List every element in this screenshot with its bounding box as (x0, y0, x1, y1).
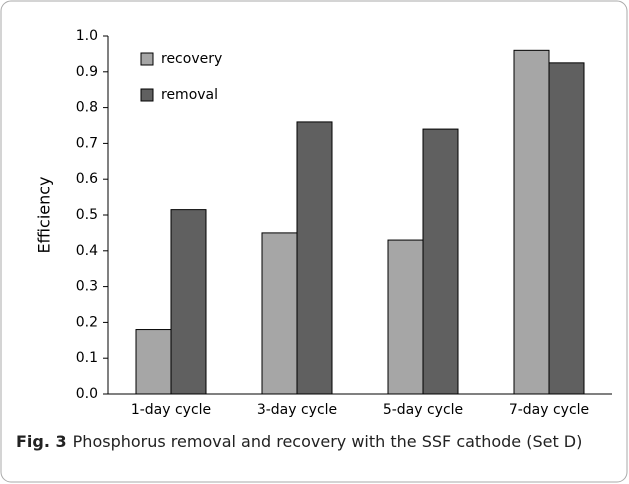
y-axis-label: Efficiency (35, 176, 54, 253)
y-tick-label: 0.8 (76, 100, 98, 116)
y-tick-label: 0.1 (76, 350, 98, 366)
y-tick-label: 0.0 (76, 386, 98, 402)
x-tick-label: 3-day cycle (257, 402, 337, 418)
y-tick-label: 0.6 (76, 171, 98, 187)
bar (422, 128, 459, 395)
caption-text: Phosphorus removal and recovery with the… (72, 432, 583, 451)
legend-label: removal (161, 87, 218, 103)
y-tick-label: 0.9 (76, 64, 98, 80)
x-tick-label: 5-day cycle (383, 402, 463, 418)
x-tick-label: 7-day cycle (509, 402, 589, 418)
y-tick-label: 0.7 (76, 135, 98, 151)
legend-swatch (140, 52, 154, 66)
x-tick-label: 1-day cycle (131, 402, 211, 418)
bar (387, 239, 424, 395)
y-tick-label: 0.4 (76, 243, 98, 259)
y-tick-label: 0.2 (76, 314, 98, 330)
bar (170, 209, 207, 395)
y-tick-label: 0.5 (76, 207, 98, 223)
bar (261, 232, 298, 395)
caption-label: Fig. 3 (16, 432, 67, 451)
y-tick-label: 1.0 (76, 28, 98, 44)
bar (296, 121, 333, 395)
bar (548, 62, 585, 395)
caption: Fig. 3 Phosphorus removal and recovery wi… (16, 430, 616, 453)
y-tick-label: 0.3 (76, 279, 98, 295)
bar (513, 49, 550, 395)
legend-swatch (140, 88, 154, 102)
bar (135, 329, 172, 395)
legend-label: recovery (161, 51, 222, 67)
